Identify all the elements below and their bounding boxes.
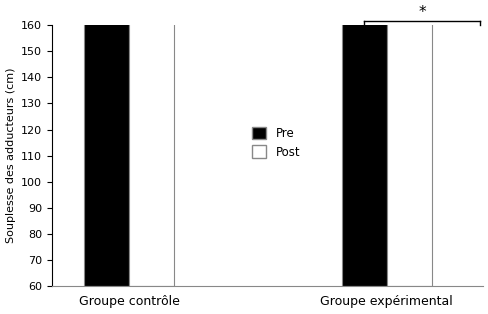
Legend: Pre, Post: Pre, Post (246, 121, 305, 165)
Y-axis label: Souplesse des adducteurs (cm): Souplesse des adducteurs (cm) (5, 68, 16, 243)
Bar (129, 0, 174, 286)
Bar (386, 0, 431, 286)
Text: *: * (417, 5, 425, 20)
Bar (84, 0, 129, 286)
Bar (341, 0, 386, 286)
